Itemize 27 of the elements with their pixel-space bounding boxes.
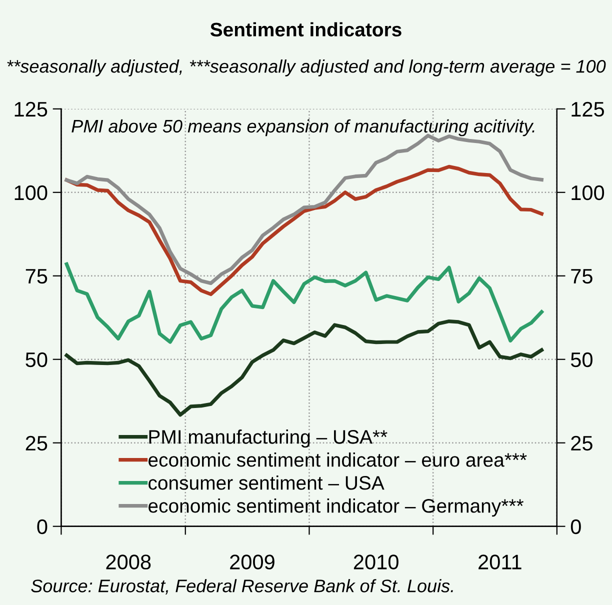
y2-tick-label: 25 xyxy=(571,436,592,451)
y2-tick-label: 0 xyxy=(570,519,581,534)
y-tick-label: 0 xyxy=(37,519,48,534)
legend-label: PMI manufacturing – USA** xyxy=(149,430,388,448)
x-tick-label: 2010 xyxy=(354,554,398,570)
y-tick-label: 100 xyxy=(14,185,48,200)
y-tick-label: 125 xyxy=(14,102,48,117)
y2-tick-label: 50 xyxy=(570,352,592,368)
line-series xyxy=(64,262,544,344)
legend-label: consumer sentiment – USA xyxy=(148,476,384,490)
legend-label: economic sentiment indicator – Germany*** xyxy=(148,498,524,517)
line-series xyxy=(64,319,544,417)
line-series xyxy=(64,164,544,296)
y-tick-label: 50 xyxy=(26,352,48,368)
legend-label: economic sentiment indicator – euro area*** xyxy=(148,452,527,467)
y2-tick-label: 125 xyxy=(572,102,604,117)
chart-subtitle: **seasonally adjusted, ***seasonally adjusted and long-term average = 100 xyxy=(7,60,606,76)
y2-tick-label: 75 xyxy=(571,269,592,284)
x-tick-label: 2011 xyxy=(478,554,522,570)
y-tick-label: 75 xyxy=(26,269,48,284)
x-tick-label: 2008 xyxy=(106,554,151,570)
y-tick-label: 25 xyxy=(26,436,48,451)
chart-title: Sentiment indicators xyxy=(210,22,402,36)
annotation: PMI above 50 means expansion of manufacturing acitivity. xyxy=(72,119,534,136)
source-note: Source: Eurostat, Federal Reserve Bank of St. Louis. xyxy=(31,579,453,594)
x-tick-label: 2009 xyxy=(230,554,274,570)
y2-tick-label: 100 xyxy=(572,185,604,200)
